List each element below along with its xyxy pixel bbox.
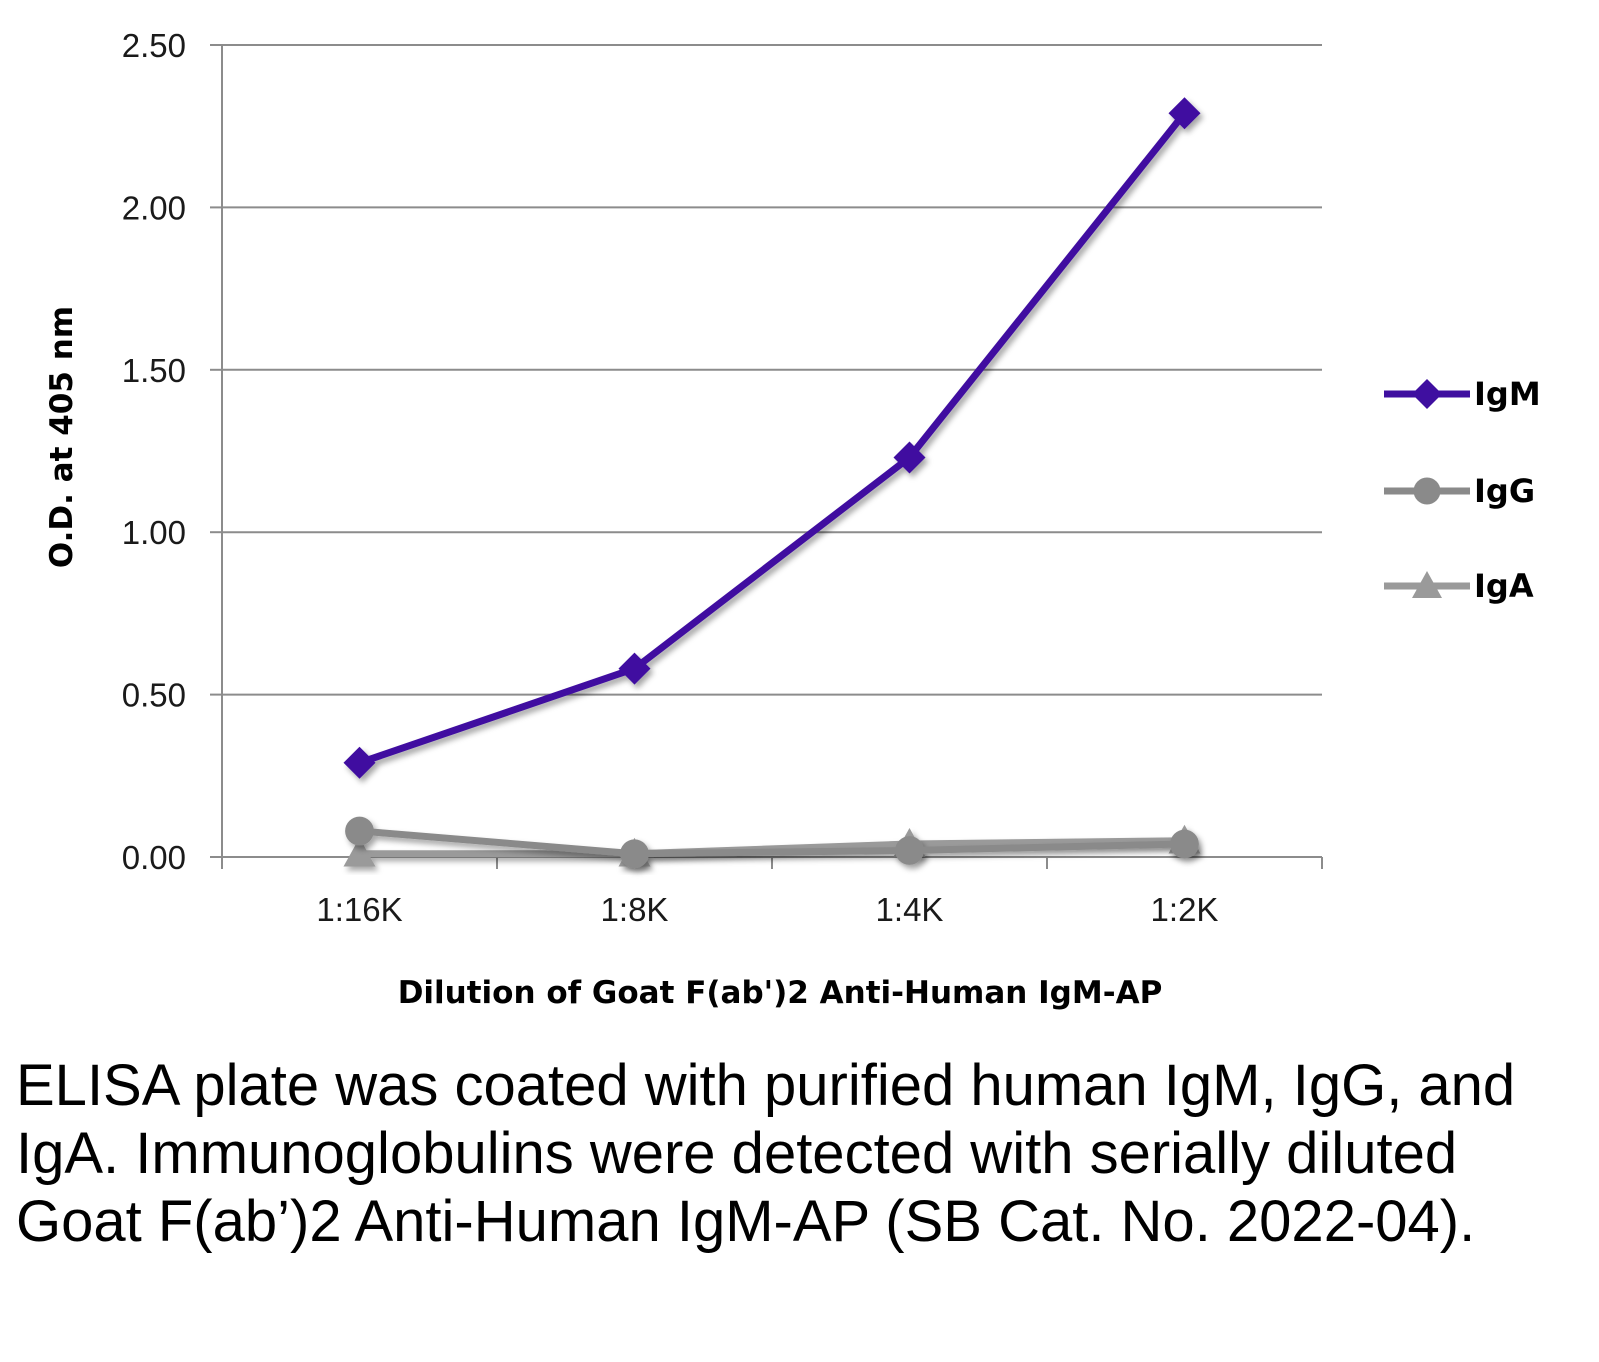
y-tick-label: 0.00 [122, 839, 186, 876]
data-point-igm [618, 652, 651, 685]
data-point-igm [893, 441, 926, 474]
data-point-igg [345, 816, 374, 846]
data-point-igg [1170, 829, 1199, 859]
gridlines [222, 44, 1322, 696]
x-tick-label: 1:4K [876, 891, 944, 928]
x-axis-title: Dilution of Goat F(ab')2 Anti-Human IgM-… [398, 975, 1163, 1011]
series-line-igm [358, 111, 1188, 767]
legend-item-igg: IgG [1384, 472, 1535, 510]
legend-label: IgG [1474, 472, 1535, 510]
legend-label: IgA [1474, 567, 1534, 605]
legend-marker-igm [1412, 379, 1442, 409]
y-tick-label: 1.50 [122, 352, 186, 389]
series-igm [343, 97, 1201, 779]
data-point-igg [895, 836, 924, 865]
legend-item-igm: IgM [1384, 375, 1541, 413]
y-tick-label: 2.00 [122, 189, 186, 226]
legend: IgM IgG IgA [1384, 375, 1541, 605]
legend-label: IgM [1474, 375, 1541, 413]
data-point-igm [1168, 97, 1201, 130]
y-tick-label: 2.50 [122, 27, 186, 64]
series-igg [345, 816, 1199, 869]
x-tick-label: 1:16K [316, 891, 402, 928]
figure-caption: ELISA plate was coated with purified hum… [16, 1053, 1516, 1254]
legend-marker-igg [1413, 477, 1441, 505]
series-line-igg [359, 827, 1185, 858]
y-tick-label: 0.50 [122, 677, 186, 714]
elisa-line-chart: 0.00 0.50 1.00 1.50 2.00 2.50 1:16K 1:8K 1:4K 1:2… [44, 27, 1541, 1011]
data-point-igm [343, 746, 376, 779]
legend-item-iga: IgA [1384, 567, 1534, 605]
x-tick-label: 1:8K [601, 891, 669, 928]
y-axis-title: O.D. at 405 nm [44, 306, 80, 568]
series-layer [343, 97, 1201, 869]
legend-marker-iga [1412, 571, 1442, 598]
y-tick-label: 1.00 [122, 514, 186, 551]
data-point-iga [343, 837, 376, 867]
data-point-igg [620, 839, 649, 869]
x-tick-label: 1:2K [1151, 891, 1219, 928]
